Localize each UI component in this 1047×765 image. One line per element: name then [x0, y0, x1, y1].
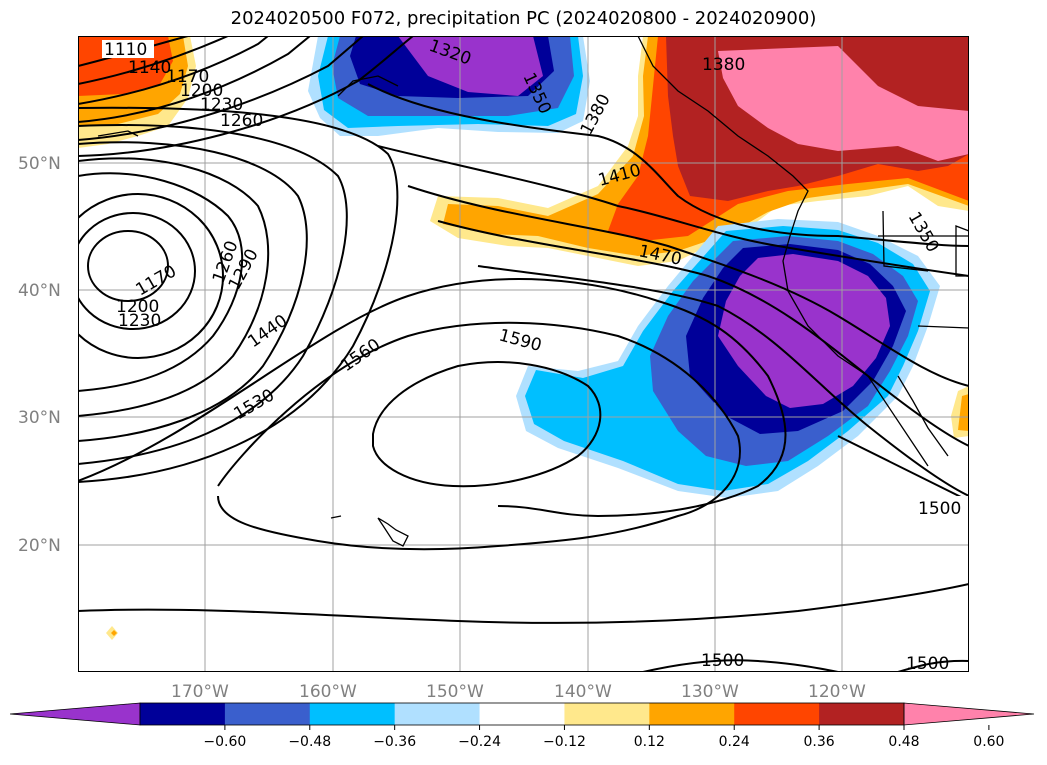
colorbar-segment — [224, 703, 311, 725]
colorbar-tick-label: 0.12 — [634, 734, 665, 750]
contour-label: 1260 — [220, 111, 263, 131]
colorbar-segment — [649, 703, 735, 725]
colorbar-arrow-left — [10, 702, 141, 726]
lon-label: 150°W — [426, 682, 484, 702]
contour-label: 1230 — [118, 311, 161, 331]
colorbar-tick-label: −0.36 — [373, 734, 416, 750]
lat-label: 40°N — [18, 281, 61, 301]
contour-label: 1500 — [906, 654, 949, 672]
colorbar-segment — [309, 703, 396, 725]
colorbar-segment — [479, 703, 565, 725]
lon-label: 140°W — [554, 682, 612, 702]
colorbar: −0.60 −0.48 −0.36 −0.24 −0.12 0.12 0.24 0.36 0.4… — [10, 702, 1035, 750]
colorbar-segment — [564, 703, 650, 725]
colorbar-outline — [139, 702, 905, 726]
colorbar-tick-label: 0.36 — [804, 734, 835, 750]
contour-label: 1200 — [116, 297, 159, 317]
colorbar-segment — [819, 703, 905, 725]
lon-label: 160°W — [299, 682, 357, 702]
colorbar-tick-label: 0.24 — [719, 734, 750, 750]
lat-label: 20°N — [18, 536, 61, 556]
lon-label: 130°W — [681, 682, 739, 702]
lon-label: 170°W — [171, 682, 229, 702]
lon-label: 120°W — [808, 682, 866, 702]
colorbar-tick-label: −0.60 — [203, 734, 246, 750]
map-title: 2024020500 F072, precipitation PC (20240… — [230, 8, 817, 29]
lat-label: 50°N — [18, 154, 61, 174]
colorbar-arrow-right — [903, 702, 1035, 726]
contour-label: 1500 — [701, 651, 744, 671]
colorbar-ticks: −0.60 −0.48 −0.36 −0.24 −0.12 0.12 0.24 0.36 0.4… — [203, 725, 1004, 750]
colorbar-segment — [394, 703, 481, 725]
colorbar-segment — [734, 703, 820, 725]
contour-label: 1500 — [918, 499, 961, 519]
contour-label: 1200 — [180, 81, 223, 101]
contour-label: 1170 — [166, 67, 209, 87]
coastlines — [97, 36, 969, 547]
map-panel: 1110 1140 1170 1200 1230 1260 1320 1350 … — [78, 36, 969, 672]
colorbar-tick-label: −0.48 — [288, 734, 331, 750]
lat-label: 30°N — [18, 408, 61, 428]
contour-label: 1110 — [104, 40, 147, 60]
contour-label: 1380 — [702, 55, 745, 75]
colorbar-segments — [10, 702, 1035, 726]
colorbar-tick-label: 0.60 — [973, 734, 1004, 750]
height-contours — [78, 36, 969, 672]
colorbar-tick-label: 0.48 — [888, 734, 919, 750]
contour-label: 1230 — [200, 95, 243, 115]
colorbar-tick-label: −0.24 — [458, 734, 501, 750]
colorbar-tick-label: −0.12 — [543, 734, 586, 750]
colorbar-segment — [140, 703, 226, 725]
precip-shading — [78, 36, 969, 640]
contour-label: 1140 — [128, 58, 171, 78]
